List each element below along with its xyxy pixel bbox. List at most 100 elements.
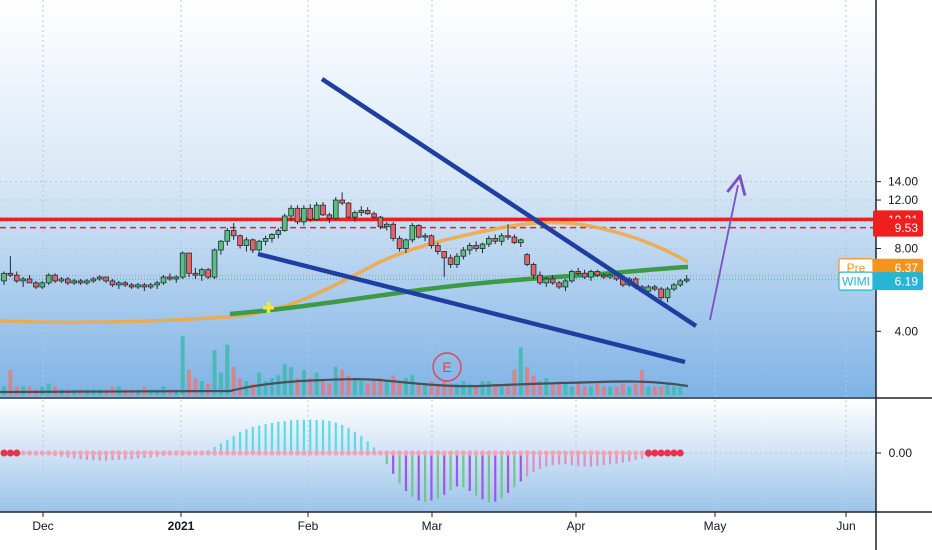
squeeze-dot (218, 450, 224, 456)
candle (103, 276, 109, 283)
squeeze-dot (441, 450, 447, 456)
candle-body (422, 235, 428, 238)
candle (358, 206, 365, 216)
squeeze-dot (26, 450, 33, 456)
volume-bar (576, 383, 581, 395)
squeeze-dot (556, 450, 562, 456)
squeeze-dot (499, 450, 505, 456)
volume-bar (531, 375, 536, 395)
candle (569, 269, 575, 283)
squeeze-dot (530, 450, 537, 456)
volume-bar (212, 350, 217, 395)
candle-body (683, 278, 690, 282)
candle (383, 221, 390, 231)
candle-body (173, 276, 180, 280)
candle-body (52, 274, 58, 282)
volume-bar (652, 386, 657, 395)
candle (52, 273, 58, 283)
volume-bar (340, 369, 345, 395)
candle (20, 277, 26, 287)
candle-body (505, 235, 511, 238)
candle-body (435, 245, 441, 252)
squeeze-dot (294, 450, 301, 456)
squeeze-dot (664, 449, 672, 457)
volume-bar (588, 386, 593, 395)
candle-body (109, 280, 116, 286)
squeeze-dot (562, 450, 569, 456)
volume-bar (557, 381, 562, 395)
candle (135, 282, 141, 290)
candle-body (39, 282, 46, 288)
squeeze-dot (537, 450, 543, 456)
candle (186, 252, 192, 278)
squeeze-dot (613, 450, 620, 456)
squeeze-dot (65, 450, 71, 456)
candle (435, 242, 441, 255)
squeeze-dot (620, 450, 626, 456)
candle-body (7, 272, 14, 276)
candle-body (332, 199, 339, 219)
candle (345, 202, 352, 219)
candle-body (530, 264, 537, 276)
volume-bar (218, 372, 223, 395)
squeeze-dot (301, 450, 307, 456)
squeeze-dot (676, 449, 684, 457)
squeeze-dot (288, 450, 294, 456)
candle (26, 275, 33, 284)
squeeze-dot (109, 450, 116, 456)
squeeze-dot (231, 450, 237, 456)
candle (543, 277, 550, 287)
upper-trendline[interactable] (320, 77, 698, 328)
squeeze-dot (46, 450, 52, 456)
squeeze-dot (307, 450, 313, 456)
candle-body (71, 280, 77, 284)
candle (294, 205, 301, 225)
candle-body (269, 234, 275, 239)
candle (90, 277, 97, 283)
candle-body (160, 276, 167, 284)
candle (262, 235, 269, 246)
squeeze-dot (269, 450, 275, 456)
candle (288, 205, 294, 221)
candle-body (594, 271, 601, 276)
volume-bar (2, 386, 6, 395)
candle (96, 275, 103, 281)
candle-body (281, 215, 288, 231)
candle (116, 280, 122, 290)
projection-arrow[interactable] (709, 185, 738, 321)
candle-body (460, 249, 467, 257)
price-tick-label: 8.00 (895, 242, 919, 256)
time-tick-label: Mar (422, 519, 443, 533)
squeeze-dot (116, 450, 122, 456)
volume-bar (506, 383, 511, 395)
candle (371, 211, 377, 219)
squeeze-dot (518, 450, 524, 456)
candle (671, 282, 677, 292)
price-badge: WIMI 6.19 (838, 271, 923, 291)
candle (13, 271, 20, 283)
candle-body (250, 239, 256, 251)
squeeze-dot (467, 450, 473, 456)
earnings-marker[interactable]: E (432, 352, 462, 382)
candle-body (415, 225, 422, 238)
candle (313, 202, 320, 221)
candle-body (447, 257, 454, 265)
squeeze-dot (314, 450, 320, 456)
candle-body (492, 238, 499, 242)
main-pane-background (0, 0, 876, 397)
candle (683, 275, 690, 283)
squeeze-dot (262, 450, 269, 456)
lower-trendline[interactable] (257, 251, 686, 365)
candle (39, 280, 46, 290)
candle (511, 234, 518, 245)
squeeze-dot (454, 450, 460, 456)
candle-body (364, 210, 371, 215)
volume-bar (410, 375, 415, 395)
volume-bar (595, 383, 600, 395)
candle-body (486, 238, 492, 245)
squeeze-dot (135, 450, 141, 456)
candle (415, 224, 422, 239)
squeeze-dot (384, 450, 390, 456)
candle-body (96, 276, 103, 280)
candle-body (441, 251, 448, 259)
